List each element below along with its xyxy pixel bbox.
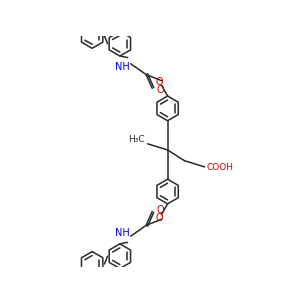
Text: NH: NH bbox=[115, 228, 130, 238]
Text: O: O bbox=[155, 213, 163, 223]
Text: NH: NH bbox=[115, 62, 130, 72]
Text: H₃C: H₃C bbox=[128, 136, 145, 145]
Text: O: O bbox=[157, 85, 164, 94]
Text: O: O bbox=[155, 77, 163, 87]
Text: COOH: COOH bbox=[206, 163, 233, 172]
Text: O: O bbox=[157, 206, 164, 215]
